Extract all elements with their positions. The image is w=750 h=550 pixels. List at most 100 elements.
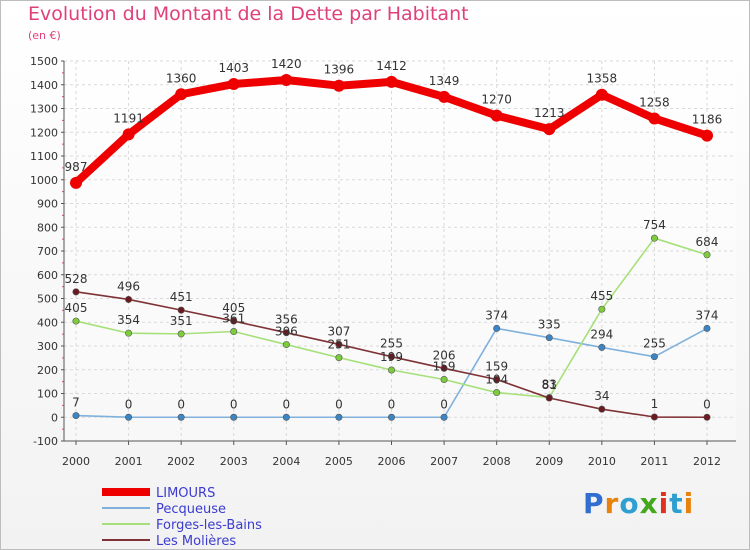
x-tick-label: 2000 xyxy=(62,455,90,468)
y-tick-label: 300 xyxy=(37,340,58,353)
data-label: 361 xyxy=(222,312,245,326)
data-label: 159 xyxy=(485,359,508,373)
y-tick-label: 1400 xyxy=(30,79,58,92)
data-label: 255 xyxy=(380,337,403,351)
data-label: 356 xyxy=(275,313,298,327)
data-point xyxy=(282,329,290,337)
chart-subtitle: (en €) xyxy=(28,29,61,42)
data-label: 354 xyxy=(117,313,140,327)
legend-label: Les Molières xyxy=(156,534,236,549)
legend-label: LIMOURS xyxy=(156,486,215,501)
y-tick-label: 800 xyxy=(37,221,58,234)
x-tick-label: 2009 xyxy=(535,455,563,468)
logo-letter: P xyxy=(583,487,605,520)
data-label: 206 xyxy=(433,348,456,362)
data-label: 0 xyxy=(283,397,291,411)
data-label: 1412 xyxy=(376,59,407,73)
data-point xyxy=(72,317,80,325)
data-point xyxy=(122,128,135,141)
y-tick-label: -100 xyxy=(33,435,58,448)
data-point xyxy=(490,109,503,122)
data-point xyxy=(282,413,290,421)
x-tick-label: 2012 xyxy=(693,455,721,468)
data-label: 307 xyxy=(327,324,350,338)
data-label: 374 xyxy=(485,308,508,322)
series-layer xyxy=(70,74,713,421)
data-label: 104 xyxy=(485,373,508,387)
y-tick-label: 100 xyxy=(37,388,58,401)
data-label: 7 xyxy=(72,396,80,410)
data-point xyxy=(493,389,501,397)
data-point xyxy=(440,413,448,421)
data-label: 335 xyxy=(538,318,561,332)
data-point xyxy=(282,341,290,349)
data-point xyxy=(125,295,133,303)
data-point xyxy=(230,317,238,325)
data-label: 1270 xyxy=(481,93,512,107)
y-tick-label: 200 xyxy=(37,364,58,377)
data-label: 451 xyxy=(170,290,193,304)
logo-letter: i xyxy=(658,487,670,520)
y-tick-label: 400 xyxy=(37,316,58,329)
data-point xyxy=(703,251,711,259)
data-point xyxy=(545,394,553,402)
data-point xyxy=(387,353,395,361)
data-label: 0 xyxy=(177,397,185,411)
data-point xyxy=(335,413,343,421)
data-label: 0 xyxy=(125,397,133,411)
data-point xyxy=(385,75,398,88)
data-point xyxy=(598,405,606,413)
data-label: 306 xyxy=(275,325,298,339)
data-label-layer: 7 0 0 0 0 0 0 0 374 335 294 255 374 405 354 351 361 306 25… xyxy=(65,57,723,411)
data-point xyxy=(72,288,80,296)
data-label: 255 xyxy=(643,337,666,351)
data-label: 1258 xyxy=(639,95,670,109)
data-point xyxy=(703,413,711,421)
data-label: 455 xyxy=(590,289,613,303)
data-label: 1 xyxy=(651,397,659,411)
data-point xyxy=(440,375,448,383)
logo-letter: r xyxy=(604,487,620,520)
data-point xyxy=(227,78,240,91)
logo-letter: t xyxy=(669,487,684,520)
data-point xyxy=(177,413,185,421)
data-label: 405 xyxy=(222,301,245,315)
y-tick-label: 1300 xyxy=(30,103,58,116)
data-label: 0 xyxy=(335,397,343,411)
data-label: 684 xyxy=(696,235,719,249)
chart-title: Evolution du Montant de la Dette par Hab… xyxy=(28,3,469,25)
data-label: 1420 xyxy=(271,57,302,71)
data-label: 0 xyxy=(703,397,711,411)
x-tick-label: 2007 xyxy=(430,455,458,468)
data-point xyxy=(650,234,658,242)
data-label: 1349 xyxy=(429,74,460,88)
data-point xyxy=(440,364,448,372)
data-label: 199 xyxy=(380,350,403,364)
data-point xyxy=(650,353,658,361)
data-label: 251 xyxy=(327,338,350,352)
y-tick-label: 700 xyxy=(37,245,58,258)
data-point xyxy=(335,340,343,348)
data-point xyxy=(387,366,395,374)
y-tick-label: 1000 xyxy=(30,174,58,187)
data-point xyxy=(335,354,343,362)
data-point xyxy=(650,413,658,421)
data-point xyxy=(493,324,501,332)
y-tick-label: 900 xyxy=(37,198,58,211)
data-label: 374 xyxy=(696,308,719,322)
x-tick-label: 2005 xyxy=(325,455,353,468)
data-label: 1396 xyxy=(324,63,355,77)
y-tick-label: 1100 xyxy=(30,150,58,163)
x-tick-label: 2002 xyxy=(167,455,195,468)
data-point xyxy=(387,413,395,421)
data-label: 1360 xyxy=(166,71,197,85)
x-tick-label: 2004 xyxy=(272,455,300,468)
data-label: 754 xyxy=(643,218,666,232)
axis-layer: -100010020030040050060070080090010001100… xyxy=(30,55,736,468)
data-label: 351 xyxy=(170,314,193,328)
data-point xyxy=(332,79,345,92)
data-label: 1358 xyxy=(587,72,618,86)
data-label: 1186 xyxy=(692,113,723,127)
data-label: 0 xyxy=(440,397,448,411)
